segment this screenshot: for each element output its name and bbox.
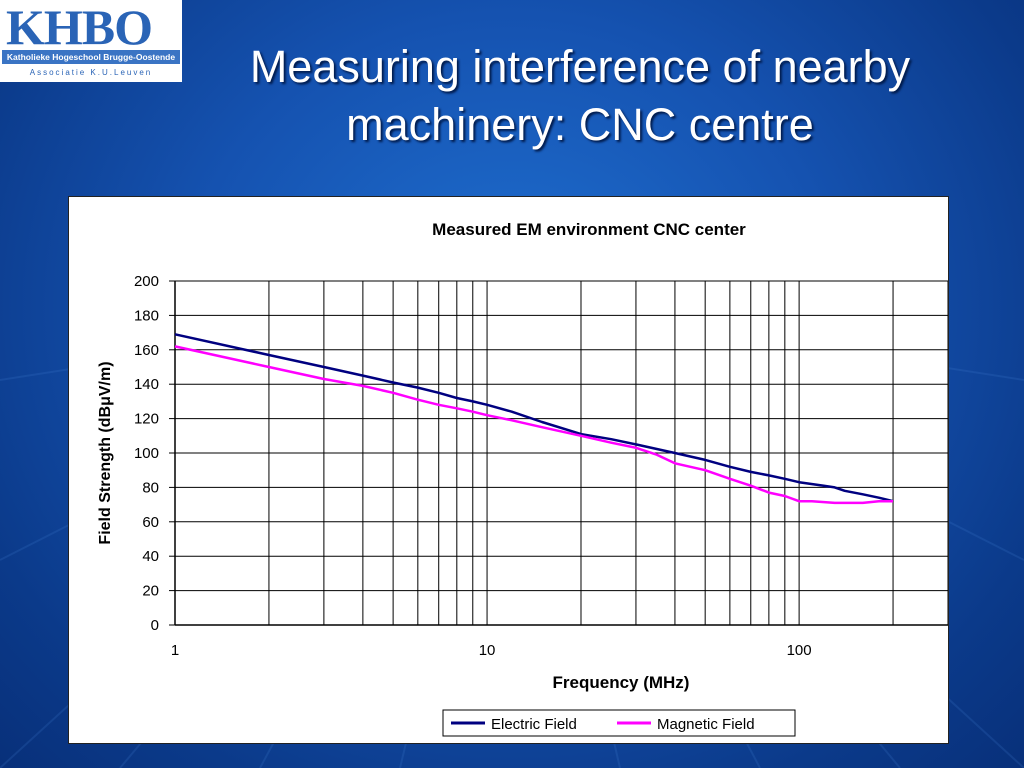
y-tick-label: 140 <box>134 376 159 393</box>
x-tick-label: 100 <box>787 642 812 659</box>
logo-tagline: Associatie K.U.Leuven <box>29 68 153 77</box>
y-tick-label: 60 <box>142 514 159 531</box>
series-line-electric-field <box>174 333 894 503</box>
chart-title: Measured EM environment CNC center <box>432 220 746 239</box>
y-tick-label: 100 <box>134 445 159 462</box>
y-tick-label: 160 <box>134 342 159 359</box>
chart-panel: Measured EM environment CNC center Frequ… <box>68 196 949 744</box>
series-line-magnetic-field <box>174 345 893 505</box>
y-tick-label: 80 <box>142 479 159 496</box>
x-axis-label: Frequency (MHz) <box>553 673 690 692</box>
y-tick-label: 200 <box>134 273 159 290</box>
y-tick-label: 180 <box>134 307 159 324</box>
y-axis-label: Field Strength (dBμV/m) <box>97 361 114 544</box>
legend-label: Electric Field <box>491 716 577 733</box>
y-tick-label: 20 <box>142 583 159 600</box>
logo-wordmark: KHBO <box>6 0 153 55</box>
logo-subtitle: Katholieke Hogeschool Brugge-Oostende <box>2 50 180 64</box>
y-tick-label: 40 <box>142 548 159 565</box>
line-chart: Measured EM environment CNC center Frequ… <box>97 220 948 737</box>
khbo-logo: KHBO Katholieke Hogeschool Brugge-Oosten… <box>0 0 182 82</box>
y-tick-label: 120 <box>134 411 159 428</box>
y-tick-label: 0 <box>151 617 159 634</box>
x-tick-label: 1 <box>171 642 179 659</box>
slide-title: Measuring interference of nearby machine… <box>249 41 911 150</box>
x-tick-label: 10 <box>479 642 496 659</box>
legend-label: Magnetic Field <box>657 716 755 733</box>
